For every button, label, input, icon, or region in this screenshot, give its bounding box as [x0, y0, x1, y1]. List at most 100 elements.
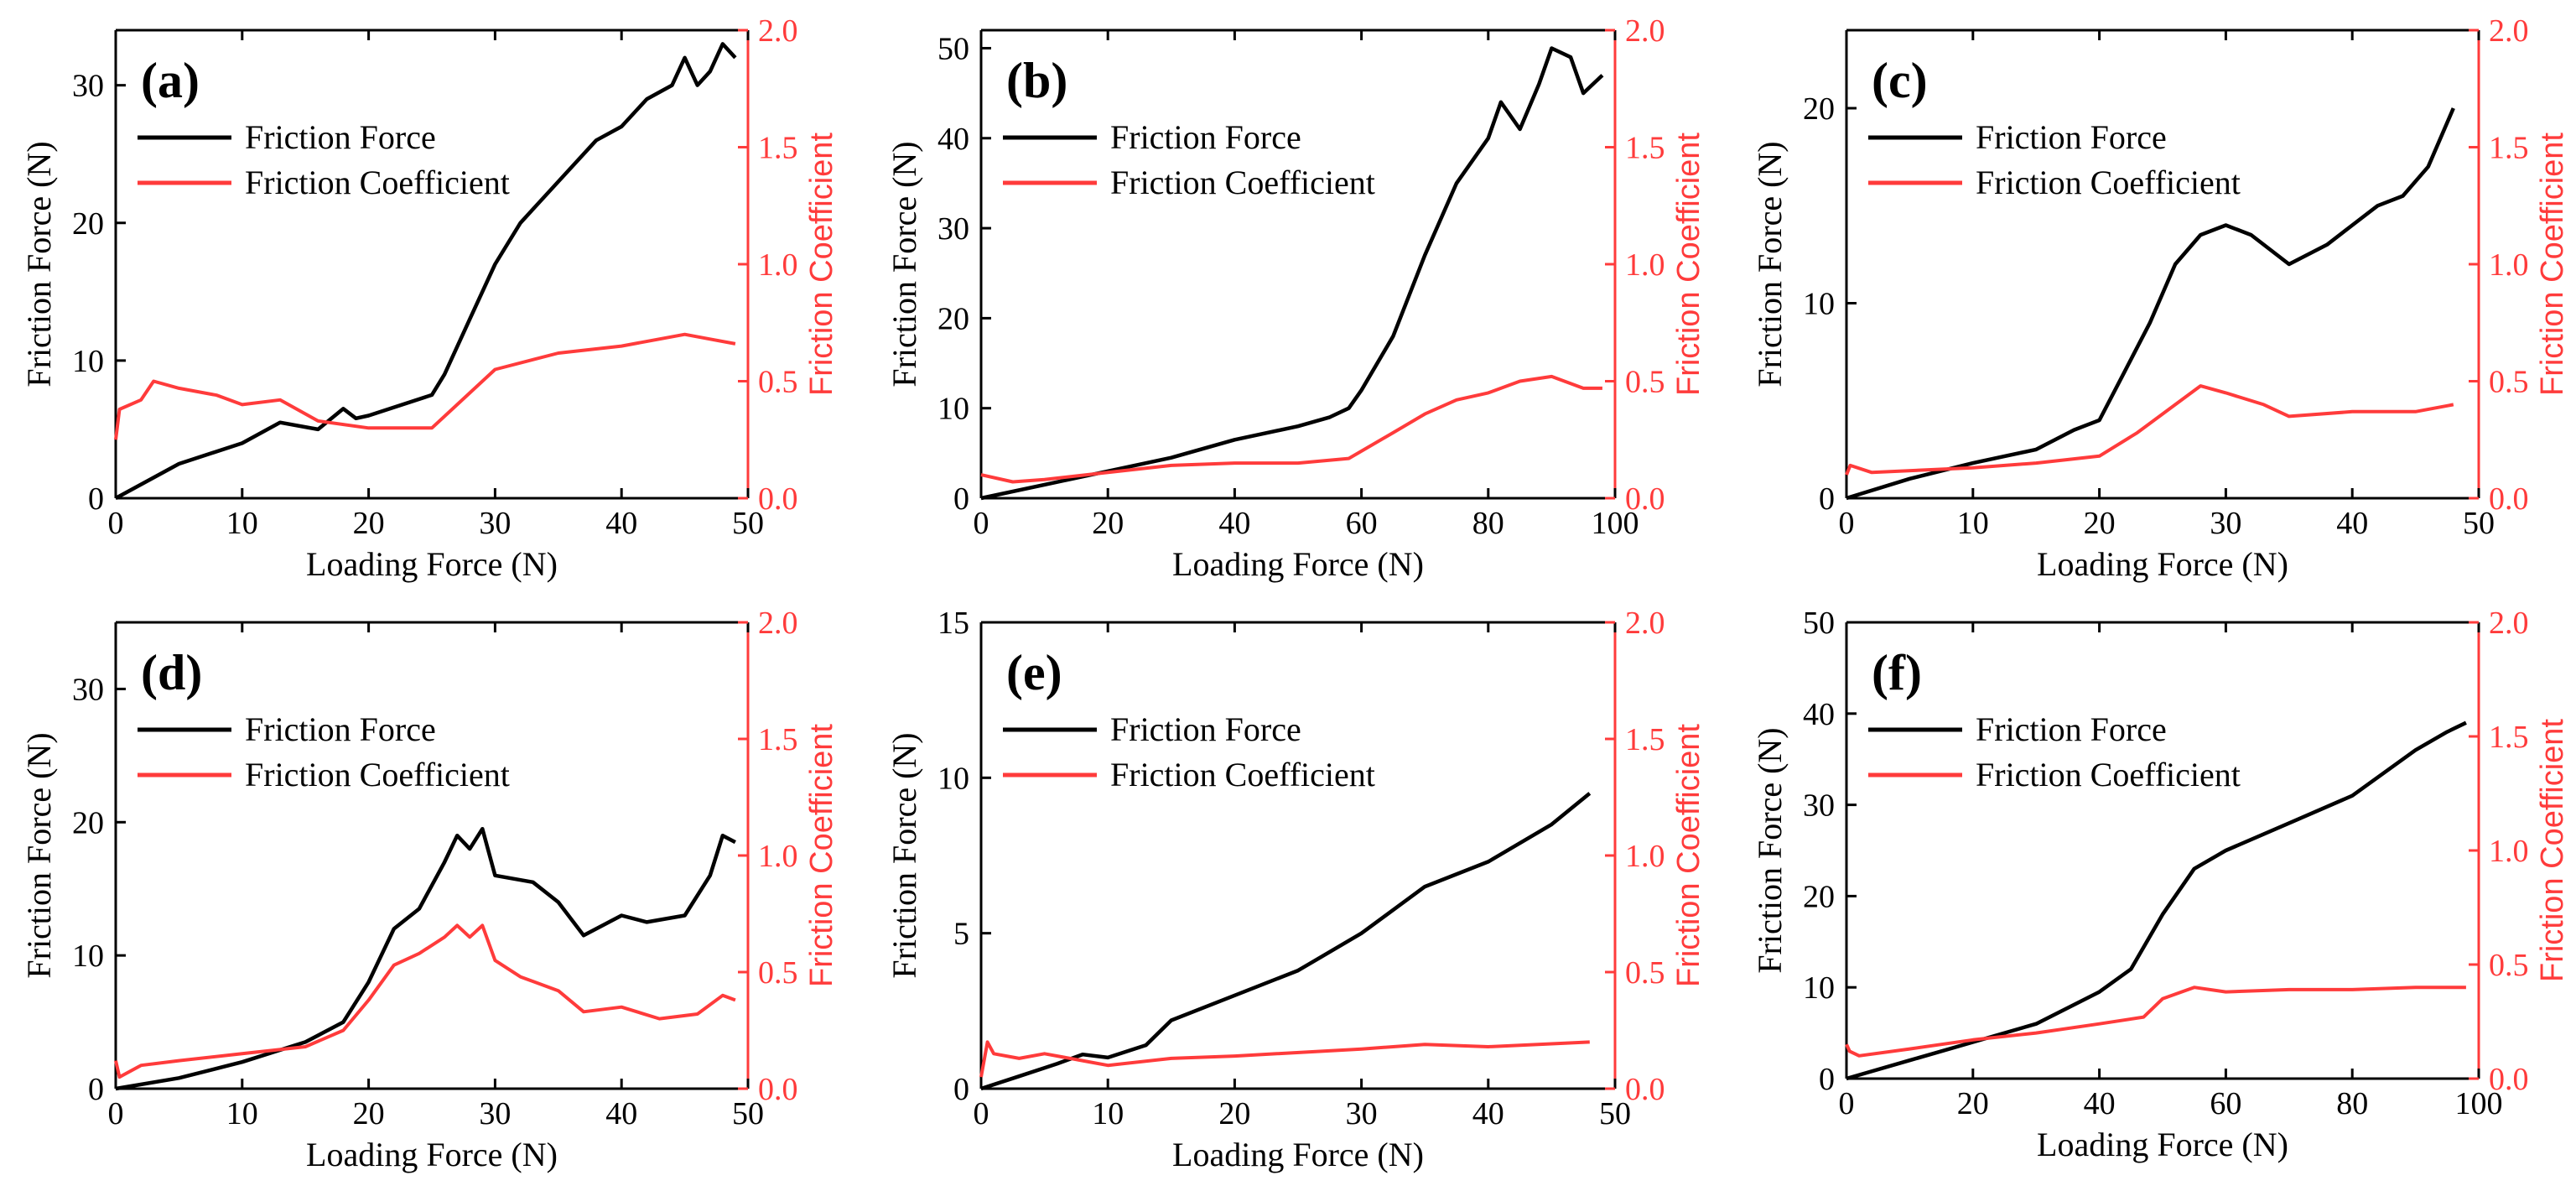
x-tick-label: 40: [2336, 506, 2368, 541]
x-tick-label: 20: [1957, 1086, 1989, 1121]
x-tick-label: 10: [1957, 506, 1989, 541]
legend-label-friction-force: Friction Force: [245, 710, 436, 748]
y2-tick-label: 0.5: [2489, 948, 2529, 983]
y2-tick-label: 2.0: [1625, 13, 1665, 49]
legend-label-friction-force: Friction Force: [245, 118, 436, 156]
series-line-friction-coefficient: [114, 332, 736, 440]
x-axis-label: Loading Force (N): [306, 1136, 558, 1173]
y2-axis-label: Friction Coefficient: [804, 133, 839, 396]
y-tick-label: 10: [937, 761, 969, 796]
panel-label: (b): [1006, 53, 1067, 108]
series-line-friction-coefficient: [114, 923, 736, 1079]
y-tick-label: 10: [1803, 287, 1835, 322]
x-tick-label: 0: [1839, 1086, 1855, 1121]
x-tick-label: 40: [605, 1096, 637, 1131]
y2-axis-label: Friction Coefficient: [2535, 133, 2570, 396]
series-line-friction-coefficient: [980, 374, 1602, 484]
x-tick-label: 50: [732, 506, 764, 541]
legend-label-friction-coefficient: Friction Coefficient: [1110, 756, 1375, 793]
y2-tick-label: 0.0: [1625, 481, 1665, 517]
y-axis-label: Friction Force (N): [20, 732, 58, 978]
x-axis-label: Loading Force (N): [306, 545, 558, 583]
y-axis-label: Friction Force (N): [886, 141, 923, 387]
x-tick-label: 60: [2210, 1086, 2241, 1121]
y-tick-label: 10: [72, 939, 104, 974]
y2-tick-label: 1.5: [1625, 131, 1665, 166]
y2-axis-label: Friction Coefficient: [2535, 719, 2570, 982]
x-tick-label: 50: [1599, 1096, 1631, 1131]
y-axis-label: Friction Force (N): [886, 732, 923, 978]
y2-tick-label: 1.0: [1625, 247, 1665, 283]
y2-tick-label: 0.0: [2489, 1062, 2529, 1097]
x-tick-label: 80: [1472, 506, 1504, 541]
panel-label: (e): [1006, 645, 1062, 700]
y-tick-label: 0: [1819, 481, 1835, 517]
y-tick-label: 0: [953, 481, 969, 517]
x-tick-label: 0: [108, 506, 124, 541]
series-line-friction-force: [1846, 107, 2455, 501]
y2-tick-label: 1.0: [1625, 839, 1665, 874]
y2-tick-label: 2.0: [2489, 606, 2529, 641]
legend-label-friction-force: Friction Force: [1110, 710, 1301, 748]
chart-panel-b: 0 20 40 60 80 100 0 10 20 30 40 50 0.0 0.5 1.0 1.5 2.0 Lo…: [886, 13, 1706, 583]
x-tick-label: 10: [226, 506, 258, 541]
x-tick-label: 30: [479, 1096, 511, 1131]
y-tick-label: 10: [937, 392, 969, 427]
x-axis-label: Loading Force (N): [2037, 545, 2288, 583]
x-tick-label: 60: [1346, 506, 1378, 541]
x-tick-label: 10: [226, 1096, 258, 1131]
y2-tick-label: 1.5: [758, 722, 798, 757]
series-line-friction-coefficient: [1845, 986, 2466, 1058]
y-tick-label: 20: [72, 805, 104, 840]
y-tick-label: 20: [1803, 91, 1835, 127]
panel-label: (f): [1872, 645, 1922, 700]
chart-panel-d: 0 10 20 30 40 50 0 10 20 30 0.0 0.5 1.0 1.5 2.0 Loading…: [20, 606, 839, 1173]
y2-tick-label: 1.5: [758, 131, 798, 166]
x-tick-label: 50: [732, 1096, 764, 1131]
chart-panel-e: 0 10 20 30 40 50 0 5 10 15 0.0 0.5 1.0 1.5 2.0 Loading …: [886, 606, 1706, 1173]
chart-panel-f: 0 20 40 60 80 100 0 10 20 30 40 50 0.0 0.5 1.0 1.5 2.0 Lo…: [1751, 606, 2570, 1163]
y-tick-label: 40: [937, 122, 969, 157]
series-line-friction-force: [114, 42, 737, 500]
y2-axis-label: Friction Coefficient: [1671, 724, 1706, 987]
y-tick-label: 20: [1803, 879, 1835, 914]
x-tick-label: 0: [974, 1096, 989, 1131]
y-tick-label: 5: [953, 917, 969, 952]
y2-tick-label: 2.0: [758, 606, 798, 641]
y-tick-label: 15: [937, 606, 969, 641]
y2-axis-label: Friction Coefficient: [804, 724, 839, 987]
x-axis-label: Loading Force (N): [1172, 1136, 1424, 1173]
legend-label-friction-coefficient: Friction Coefficient: [245, 756, 510, 793]
y-tick-label: 30: [937, 211, 969, 247]
y2-tick-label: 1.5: [2489, 131, 2529, 166]
x-axis-label: Loading Force (N): [2037, 1126, 2288, 1163]
legend-label-friction-force: Friction Force: [1976, 710, 2167, 748]
y-tick-label: 20: [72, 206, 104, 242]
y-tick-label: 0: [88, 481, 104, 517]
legend-label-friction-force: Friction Force: [1976, 118, 2167, 156]
x-tick-label: 30: [1346, 1096, 1378, 1131]
y-tick-label: 10: [1803, 970, 1835, 1006]
x-tick-label: 0: [1839, 506, 1855, 541]
chart-panel-c: 0 10 20 30 40 50 0 10 20 0.0 0.5 1.0 1.5 2.0 Loading F…: [1751, 13, 2570, 583]
series-line-friction-force: [980, 792, 1592, 1091]
x-tick-label: 40: [2084, 1086, 2116, 1121]
y2-tick-label: 1.5: [1625, 722, 1665, 757]
x-tick-label: 20: [1092, 506, 1124, 541]
panel-label: (d): [141, 645, 202, 700]
y-axis-label: Friction Force (N): [1751, 727, 1789, 973]
x-tick-label: 0: [108, 1096, 124, 1131]
y-tick-label: 50: [1803, 606, 1835, 641]
series-line-friction-force: [115, 826, 736, 1091]
legend-label-friction-coefficient: Friction Coefficient: [1110, 164, 1375, 201]
y2-tick-label: 0.5: [1625, 955, 1665, 991]
y-tick-label: 0: [1819, 1062, 1835, 1097]
y2-tick-label: 2.0: [758, 13, 798, 49]
y2-tick-label: 1.0: [2489, 247, 2529, 283]
y2-tick-label: 1.0: [758, 839, 798, 874]
chart-panel-a: 0 10 20 30 40 50 0 10 20 30 0.0 0.5 1.0 1.5 2.0 Loading…: [20, 13, 839, 583]
y2-tick-label: 1.0: [758, 247, 798, 283]
x-tick-label: 20: [353, 1096, 385, 1131]
series-line-friction-coefficient: [1845, 384, 2454, 476]
